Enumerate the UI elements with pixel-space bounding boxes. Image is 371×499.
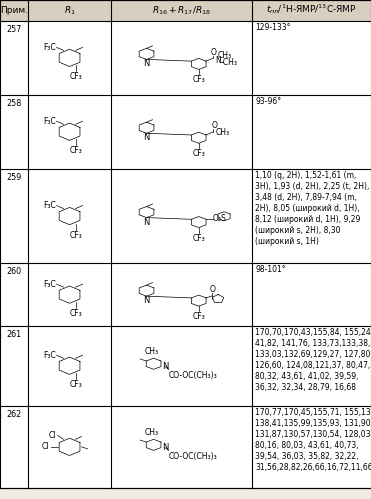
Text: CH₃: CH₃ xyxy=(145,428,159,437)
Text: N: N xyxy=(162,443,168,452)
Text: 262: 262 xyxy=(6,410,22,419)
Text: 261: 261 xyxy=(6,330,22,339)
Text: F₃C: F₃C xyxy=(43,351,56,360)
Text: O: O xyxy=(209,285,215,294)
Text: N: N xyxy=(162,362,168,371)
Text: N: N xyxy=(143,59,150,68)
Text: 129-133°: 129-133° xyxy=(255,23,291,32)
Text: CF₃: CF₃ xyxy=(192,149,205,158)
Text: CO-OC(CH₃)₃: CO-OC(CH₃)₃ xyxy=(169,452,218,461)
Text: CF₃: CF₃ xyxy=(69,380,82,389)
Text: F₃C: F₃C xyxy=(43,279,56,289)
Text: 170,77,170,45,155,71, 155,13,
138,41,135,99,135,93, 131,90,
131,87,130,57,130,54: 170,77,170,45,155,71, 155,13, 138,41,135… xyxy=(255,408,371,472)
Text: CH₃: CH₃ xyxy=(218,50,232,59)
Text: CF₃: CF₃ xyxy=(69,231,82,240)
Text: 257: 257 xyxy=(6,25,22,34)
Text: N: N xyxy=(143,218,150,227)
Bar xyxy=(0,0,371,21)
Text: CF₃: CF₃ xyxy=(69,146,82,155)
Text: $t_{пл}$/$^1$H-ЯМР/$^{13}$C-ЯМР: $t_{пл}$/$^1$H-ЯМР/$^{13}$C-ЯМР xyxy=(266,2,357,16)
Text: N: N xyxy=(143,296,150,305)
Text: O: O xyxy=(210,48,216,57)
Text: CH₃: CH₃ xyxy=(216,128,230,137)
Text: 260: 260 xyxy=(6,267,22,276)
Text: 93-96°: 93-96° xyxy=(255,97,282,106)
Text: 1,10 (q, 2H), 1,52-1,61 (m,
3H), 1,93 (d, 2H), 2,25 (t, 2H),
3,48 (d, 2H), 7,89-: 1,10 (q, 2H), 1,52-1,61 (m, 3H), 1,93 (d… xyxy=(255,171,370,247)
Text: N: N xyxy=(143,133,150,142)
Text: 170,70,170,43,155,84, 155,24,
41,82, 141,76, 133,73,133,38,
133,03,132,69,129,27: 170,70,170,43,155,84, 155,24, 41,82, 141… xyxy=(255,328,371,392)
Text: F₃C: F₃C xyxy=(43,43,56,52)
Text: O₂S: O₂S xyxy=(213,214,227,223)
Text: $R_1$: $R_1$ xyxy=(64,4,75,17)
Text: N: N xyxy=(215,55,221,65)
Text: F₃C: F₃C xyxy=(43,117,56,126)
Text: CF₃: CF₃ xyxy=(69,72,82,81)
Text: CH₃: CH₃ xyxy=(145,347,159,356)
Text: 259: 259 xyxy=(6,173,22,182)
Text: 98-101°: 98-101° xyxy=(255,265,286,274)
Text: F₃C: F₃C xyxy=(43,201,56,210)
Text: Cl: Cl xyxy=(42,442,50,452)
Text: Cl: Cl xyxy=(49,431,56,440)
Text: CF₃: CF₃ xyxy=(192,234,205,243)
Text: O: O xyxy=(211,121,217,130)
Text: CF₃: CF₃ xyxy=(69,309,82,318)
Text: CO-OC(CH₃)₃: CO-OC(CH₃)₃ xyxy=(169,371,218,380)
Text: CF₃: CF₃ xyxy=(192,312,205,321)
Text: –CH₃: –CH₃ xyxy=(220,57,238,67)
Text: 258: 258 xyxy=(6,99,22,108)
Text: $R_{16} + R_{17}/R_{18}$: $R_{16} + R_{17}/R_{18}$ xyxy=(152,4,211,17)
Text: CF₃: CF₃ xyxy=(192,75,205,84)
Text: Прим.: Прим. xyxy=(0,6,28,15)
